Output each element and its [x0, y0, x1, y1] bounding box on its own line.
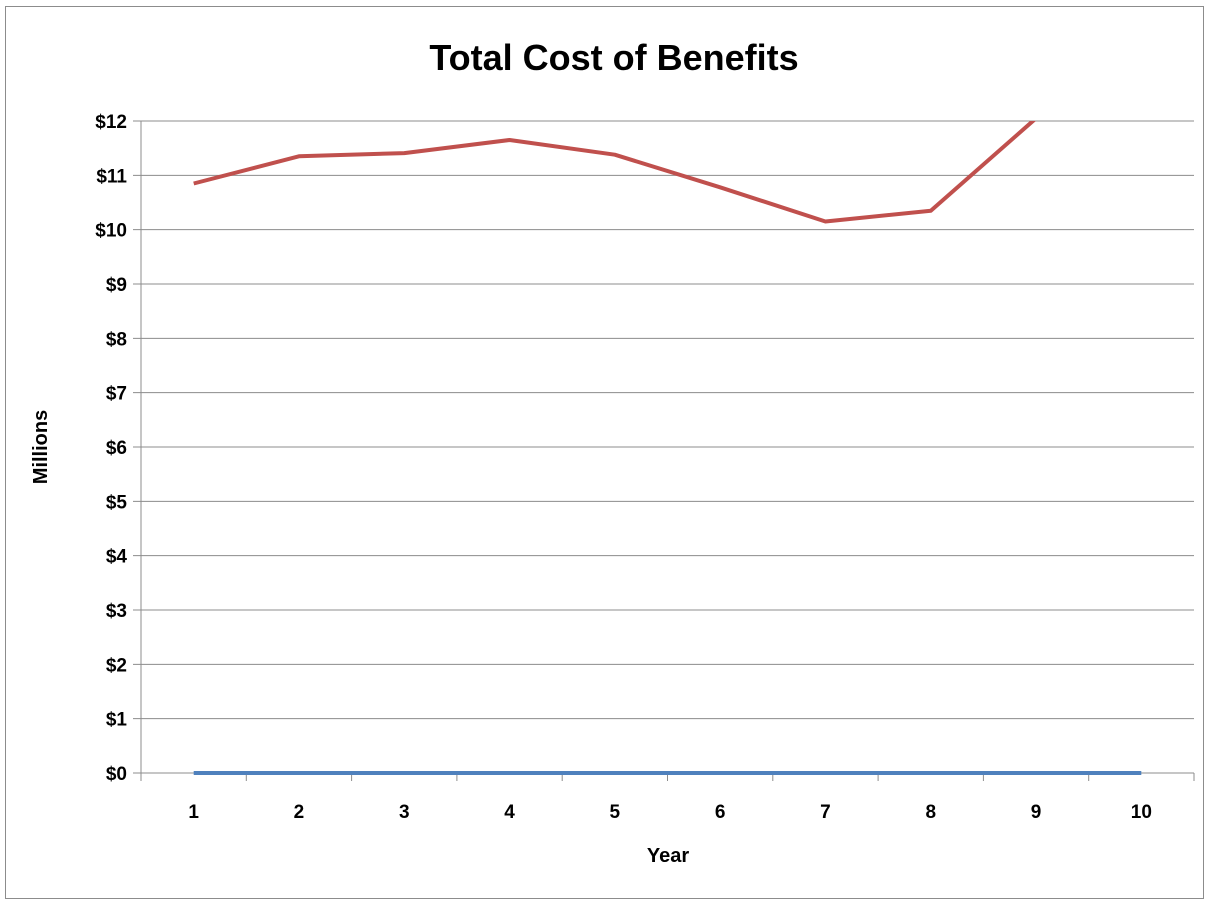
y-tick-label: $4: [106, 547, 128, 568]
x-tick-label: 7: [820, 802, 831, 823]
x-tick-labels: 1 2 3 4 5 6 7 8 9 10: [188, 802, 1152, 823]
y-tick-label: $6: [106, 438, 127, 459]
y-tick-label: $11: [96, 166, 127, 187]
y-tick-labels: $0 $1 $2 $3 $4 $5 $6 $7 $8 $9 $10 $11 $12: [95, 112, 127, 785]
y-tick-label: $7: [106, 384, 127, 405]
y-tick-label: $5: [106, 492, 128, 513]
series-line-1: [193, 121, 1036, 224]
y-axis-label: Millions: [30, 410, 52, 484]
x-tick-label: 6: [715, 802, 726, 823]
x-tick-label: 2: [294, 802, 305, 823]
gridlines: [133, 120, 1194, 720]
x-tick-label: 10: [1131, 802, 1152, 823]
x-tick-label: 9: [1031, 802, 1042, 823]
x-tick-label: 1: [188, 802, 199, 823]
x-axis-label: Year: [647, 845, 689, 867]
y-tick-label: $9: [106, 275, 127, 296]
y-tick-label: $10: [95, 221, 127, 242]
y-tick-label: $1: [106, 710, 128, 731]
x-tick-label: 3: [399, 802, 410, 823]
x-tick-label: 8: [925, 802, 936, 823]
x-tick-label: 4: [504, 802, 515, 823]
chart-title: Total Cost of Benefits: [429, 37, 798, 78]
y-tick-label: $0: [106, 764, 127, 785]
y-tick-label: $12: [95, 112, 127, 133]
y-tick-label: $3: [106, 601, 127, 622]
x-tick-label: 5: [610, 802, 621, 823]
series-lines: [193, 121, 1142, 775]
axes: [133, 121, 1195, 781]
y-tick-label: $2: [106, 655, 127, 676]
y-tick-label: $8: [106, 329, 127, 350]
